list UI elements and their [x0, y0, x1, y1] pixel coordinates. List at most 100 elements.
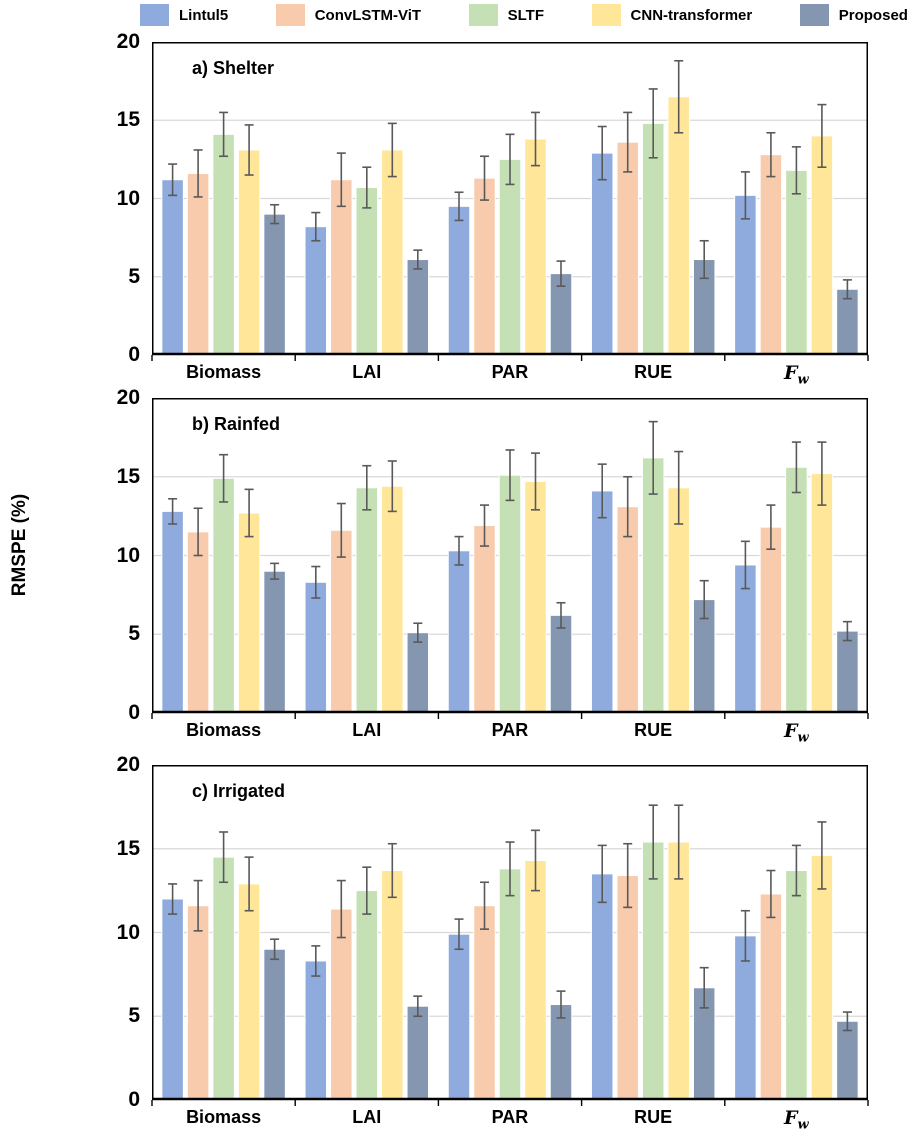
error-bar	[311, 945, 321, 977]
y-tick-label: 20	[116, 386, 140, 409]
error-bar	[336, 879, 346, 939]
bar	[263, 570, 286, 714]
category-label: LAI	[352, 1107, 382, 1127]
bar	[447, 933, 471, 1101]
bar	[263, 213, 286, 356]
error-bar	[674, 450, 684, 525]
legend-swatch	[140, 4, 169, 26]
error-bar	[270, 562, 280, 580]
category-label: Fw	[725, 720, 868, 745]
bar	[810, 473, 834, 714]
error-bar	[168, 883, 178, 915]
bar	[524, 480, 547, 714]
error-bar	[168, 498, 178, 525]
bar	[355, 487, 379, 714]
category-label: RUE	[634, 1107, 673, 1127]
y-tick-label: 0	[128, 343, 140, 366]
error-bar	[699, 966, 709, 1009]
legend-item-lintul5: Lintul5	[140, 4, 228, 26]
bar	[498, 158, 522, 356]
legend-swatch	[468, 4, 498, 26]
error-bar	[387, 122, 397, 178]
category-label: PAR	[491, 1107, 529, 1127]
bar	[590, 490, 614, 714]
legend-swatch	[275, 4, 305, 26]
category-label: Biomass	[186, 362, 262, 382]
bar	[524, 138, 547, 356]
error-bar	[791, 146, 801, 195]
bar	[641, 841, 665, 1101]
error-bar	[270, 938, 280, 961]
panel-shelter: a) Shelter 0 5 10 15 20 Biomass LAI PAR RUE Fw	[0, 30, 913, 389]
legend-swatch	[799, 4, 829, 26]
error-bar	[556, 260, 566, 287]
error-bar	[336, 502, 346, 558]
bar	[759, 526, 783, 714]
error-bar	[817, 441, 827, 506]
error-bar	[842, 1011, 852, 1032]
error-bar	[531, 452, 540, 511]
error-bar	[413, 622, 423, 643]
error-bar	[311, 565, 321, 599]
error-bar	[454, 535, 464, 566]
error-bar	[699, 579, 709, 620]
legend-swatch	[591, 4, 621, 26]
bar	[212, 133, 235, 356]
bar	[473, 177, 496, 356]
category-label: LAI	[352, 720, 382, 740]
bar	[785, 169, 808, 356]
bar	[406, 259, 430, 356]
panel-rainfed: b) Rainfed 0 5 10 15 20 Biomass LAI PAR RUE Fw	[0, 386, 913, 747]
bar	[186, 531, 210, 714]
legend-label: Proposed	[838, 6, 908, 24]
y-tick-label: 15	[116, 464, 140, 488]
bar	[381, 149, 404, 356]
bar	[406, 632, 430, 714]
bar	[616, 875, 639, 1101]
legend-item-cnn-transformer: CNN-transformer	[591, 4, 753, 26]
y-tick-label: 15	[116, 836, 140, 860]
legend-item-convlstm-vit: ConvLSTM-ViT	[275, 4, 421, 26]
bar	[237, 883, 261, 1101]
bar	[381, 870, 404, 1101]
category-label-subscript: w	[797, 1117, 809, 1133]
error-bar	[168, 163, 178, 197]
bar	[785, 466, 808, 714]
error-bar	[699, 239, 709, 280]
bar	[473, 525, 496, 714]
error-bar	[740, 171, 750, 220]
error-bar	[597, 125, 607, 181]
bar	[590, 873, 614, 1101]
legend-item-sltf: SLTF	[468, 4, 544, 26]
category-label-main: F	[784, 1107, 798, 1129]
category-label-main: F	[784, 720, 798, 742]
error-bar	[244, 488, 254, 538]
error-bar	[740, 909, 750, 962]
error-bar	[193, 879, 203, 932]
y-tick-label: 20	[116, 753, 140, 776]
error-bar	[842, 620, 852, 642]
plot-area	[151, 398, 869, 719]
bar	[186, 905, 210, 1101]
error-bar	[480, 881, 489, 930]
legend-label: CNN-transformer	[630, 6, 753, 24]
bar	[785, 870, 808, 1101]
bar	[237, 149, 261, 356]
error-bar	[219, 453, 229, 503]
error-bar	[623, 475, 633, 538]
error-bar	[244, 124, 254, 176]
bar	[161, 510, 184, 714]
bar	[355, 890, 379, 1101]
error-bar	[480, 155, 489, 201]
bar	[549, 614, 573, 714]
category-label-main: F	[784, 362, 798, 384]
y-tick-label: 5	[128, 1004, 140, 1028]
error-bar	[674, 59, 684, 134]
error-bar	[842, 279, 852, 300]
legend-item-proposed: Proposed	[799, 4, 908, 26]
bar	[186, 172, 210, 356]
bar	[212, 856, 235, 1101]
error-bar	[193, 149, 203, 198]
error-bar	[270, 203, 280, 225]
